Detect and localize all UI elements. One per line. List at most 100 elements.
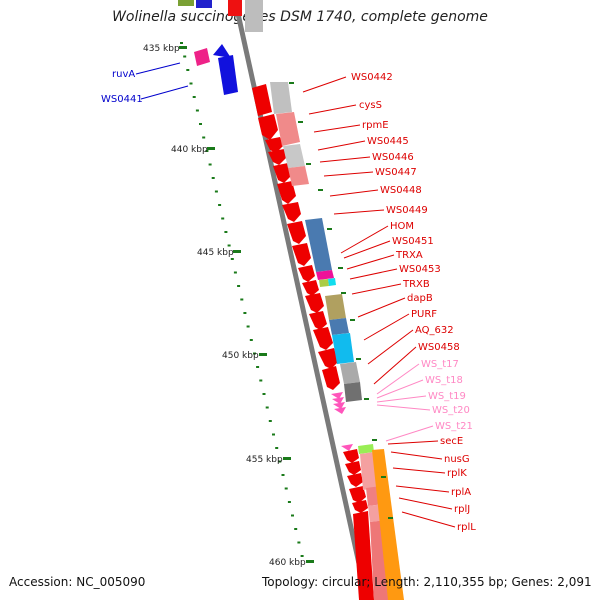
gene-label-WS0446[interactable]: WS0446 — [372, 152, 414, 163]
position-tick — [338, 267, 343, 269]
gene-label-WS0441[interactable]: WS0441 — [101, 94, 143, 105]
gene-label-rpmE[interactable]: rpmE — [362, 120, 389, 131]
forward-gene-arrows — [252, 84, 340, 390]
gene-label-TRXB[interactable]: TRXB — [402, 279, 430, 290]
label-connector — [376, 363, 420, 395]
position-tick — [202, 136, 206, 139]
label-connector — [363, 313, 410, 341]
kbp-label: 435 kbp — [143, 44, 180, 54]
position-tick — [214, 190, 218, 193]
position-tick — [211, 177, 215, 179]
position-tick — [306, 163, 311, 165]
position-tick — [372, 439, 377, 441]
label-connector — [373, 346, 417, 385]
label-connector — [319, 156, 371, 163]
label-connector — [140, 85, 189, 100]
position-tick — [291, 514, 294, 517]
gene-label-dapB[interactable]: dapB — [407, 293, 433, 304]
gene-label-AQ_632[interactable]: AQ_632 — [415, 325, 454, 336]
position-tick — [281, 474, 285, 476]
position-tick — [256, 366, 260, 368]
label-connector — [333, 209, 385, 215]
gene-label-WS_t20[interactable]: WS_t20 — [432, 405, 470, 416]
gene-pink-block — [194, 48, 210, 66]
position-tick — [259, 379, 263, 382]
position-tick — [381, 476, 386, 478]
position-tick — [265, 406, 269, 409]
gene-label-WS0451[interactable]: WS0451 — [392, 236, 434, 247]
position-tick — [240, 298, 244, 301]
gene-label-HOM[interactable]: HOM — [390, 221, 414, 232]
position-tick — [189, 82, 193, 85]
kbp-axis: 435 kbp 440 kbp 445 kbp 450 kbp 455 kbp … — [143, 44, 306, 568]
gene-label-PURF[interactable]: PURF — [411, 309, 437, 320]
gene-label-WS0453[interactable]: WS0453 — [399, 264, 441, 275]
gene-arrow-ruvA — [213, 44, 231, 58]
label-connector — [401, 511, 456, 528]
gene-label-TRXA[interactable]: TRXA — [395, 250, 423, 261]
kbp-label: 445 kbp — [197, 248, 234, 258]
gene-label-WS_t17[interactable]: WS_t17 — [421, 359, 459, 370]
gene-label-cysS[interactable]: cysS — [359, 100, 382, 111]
map-title: Wolinella succinogenes DSM 1740, complet… — [112, 9, 488, 25]
position-tick — [388, 517, 393, 519]
position-tick — [230, 258, 234, 260]
position-tick — [195, 109, 199, 112]
position-tick — [243, 312, 247, 314]
position-tick — [327, 228, 332, 230]
label-connector — [323, 171, 374, 177]
label-connector — [313, 124, 361, 133]
position-tick — [262, 393, 266, 395]
position-tick — [294, 528, 298, 530]
label-connector — [395, 485, 450, 493]
label-connector — [317, 140, 366, 151]
label-connector — [302, 76, 347, 93]
gene-label-WS_t18[interactable]: WS_t18 — [425, 375, 463, 386]
position-tick — [268, 420, 272, 422]
position-tick — [278, 460, 282, 463]
gene-label-nusG[interactable]: nusG — [444, 454, 470, 465]
gene-label-secE[interactable]: secE — [440, 436, 463, 447]
gene-label-WS0447[interactable]: WS0447 — [375, 167, 417, 178]
gene-label-WS0442[interactable]: WS0442 — [351, 72, 393, 83]
gene-label-WS_t21[interactable]: WS_t21 — [435, 421, 473, 432]
gene-label-rplK[interactable]: rplK — [447, 468, 467, 479]
label-connector — [329, 189, 379, 197]
gene-label-ruvA[interactable]: ruvA — [112, 69, 135, 80]
position-tick — [246, 325, 250, 328]
label-connector — [346, 254, 395, 270]
gene-label-rplA[interactable]: rplA — [451, 487, 471, 498]
position-tick — [192, 96, 196, 98]
position-tick — [199, 123, 202, 125]
kbp-label: 450 kbp — [222, 351, 259, 361]
gene-labels: ruvA WS0441 WS0442 cysS rpmE WS0445 WS04… — [101, 69, 476, 533]
gene-label-WS0449[interactable]: WS0449 — [386, 205, 428, 216]
position-tick — [341, 292, 346, 294]
gene-label-WS0458[interactable]: WS0458 — [418, 342, 460, 353]
position-tick — [350, 319, 355, 321]
kbp-label: 455 kbp — [246, 455, 283, 465]
position-tick — [298, 121, 303, 123]
genome-summary: Topology: circular; Length: 2,110,355 bp… — [262, 575, 592, 589]
gene-label-WS0445[interactable]: WS0445 — [367, 136, 409, 147]
label-connector — [376, 379, 424, 399]
label-connector — [351, 283, 402, 295]
label-connector — [349, 268, 398, 280]
position-tick — [275, 447, 279, 449]
label-connector — [387, 440, 439, 445]
position-tick — [180, 42, 183, 44]
gene-label-WS_t19[interactable]: WS_t19 — [428, 391, 466, 402]
kbp-label: 440 kbp — [171, 145, 208, 155]
gene-label-WS0448[interactable]: WS0448 — [380, 185, 422, 196]
label-connector — [390, 451, 443, 460]
label-connector — [135, 62, 181, 75]
label-connector — [357, 297, 406, 318]
gene-label-rplJ[interactable]: rplJ — [454, 504, 470, 515]
position-tick — [205, 150, 209, 152]
feature-top-red — [228, 0, 242, 16]
feature-top-green — [178, 0, 194, 6]
position-tick — [364, 398, 369, 400]
gene-label-rplL[interactable]: rplL — [457, 522, 476, 533]
feature-top-blue — [196, 0, 212, 8]
